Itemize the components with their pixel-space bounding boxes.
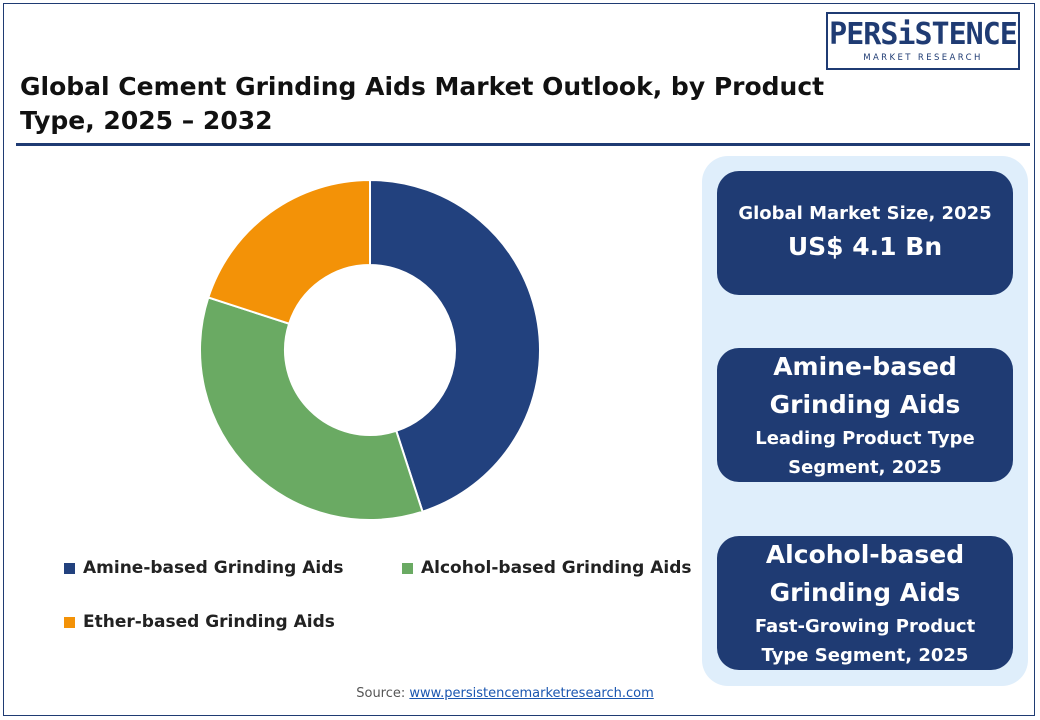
legend-item-alcohol: Alcohol-based Grinding Aids (402, 558, 692, 578)
fast-segment-desc-line1: Fast-Growing Product (754, 616, 976, 637)
source-label: Source: (356, 686, 406, 701)
fast-segment-desc-line2: Type Segment, 2025 (761, 645, 969, 666)
fast-segment-name-line1: Alcohol-based (765, 540, 965, 569)
logo-wordmark: PERSiSTENCE (829, 17, 1018, 52)
legend-item-ether: Ether-based Grinding Aids (64, 612, 335, 632)
legend-label-ether: Ether-based Grinding Aids (83, 612, 335, 632)
company-logo: PERSiSTENCE MARKET RESEARCH (826, 12, 1020, 70)
fast-growing-segment-card: Alcohol-based Grinding Aids Fast-Growing… (717, 536, 1013, 670)
chart-title: Global Cement Grinding Aids Market Outlo… (20, 72, 825, 135)
donut-slice-amine (369, 178, 542, 513)
legend-label-alcohol: Alcohol-based Grinding Aids (421, 558, 692, 578)
market-size-card: Global Market Size, 2025 US$ 4.1 Bn (717, 171, 1013, 295)
leading-segment-name-line1: Amine-based (773, 352, 957, 381)
source-link[interactable]: www.persistencemarketresearch.com (409, 686, 654, 701)
chart-frame (3, 3, 1035, 716)
leading-segment-desc-line1: Leading Product Type (755, 428, 975, 449)
legend-label-amine: Amine-based Grinding Aids (83, 558, 344, 578)
donut-slice-ether (207, 178, 371, 325)
legend-swatch-ether (64, 616, 75, 628)
legend-swatch-alcohol (402, 562, 413, 574)
leading-segment-desc-line2: Segment, 2025 (788, 457, 942, 478)
leading-segment-card: Amine-based Grinding Aids Leading Produc… (717, 348, 1013, 482)
logo-tagline: MARKET RESEARCH (863, 53, 983, 63)
donut-chart (199, 178, 542, 521)
legend-swatch-amine (64, 562, 75, 574)
title-divider (16, 143, 1030, 146)
donut-slice-alcohol (199, 296, 424, 521)
legend-item-amine: Amine-based Grinding Aids (64, 558, 344, 578)
market-size-label: Global Market Size, 2025 (738, 203, 992, 224)
source-note: Source: www.persistencemarketresearch.co… (0, 686, 1010, 701)
leading-segment-name-line2: Grinding Aids (769, 390, 961, 419)
fast-segment-name-line2: Grinding Aids (769, 578, 961, 607)
market-size-value: US$ 4.1 Bn (787, 232, 943, 261)
